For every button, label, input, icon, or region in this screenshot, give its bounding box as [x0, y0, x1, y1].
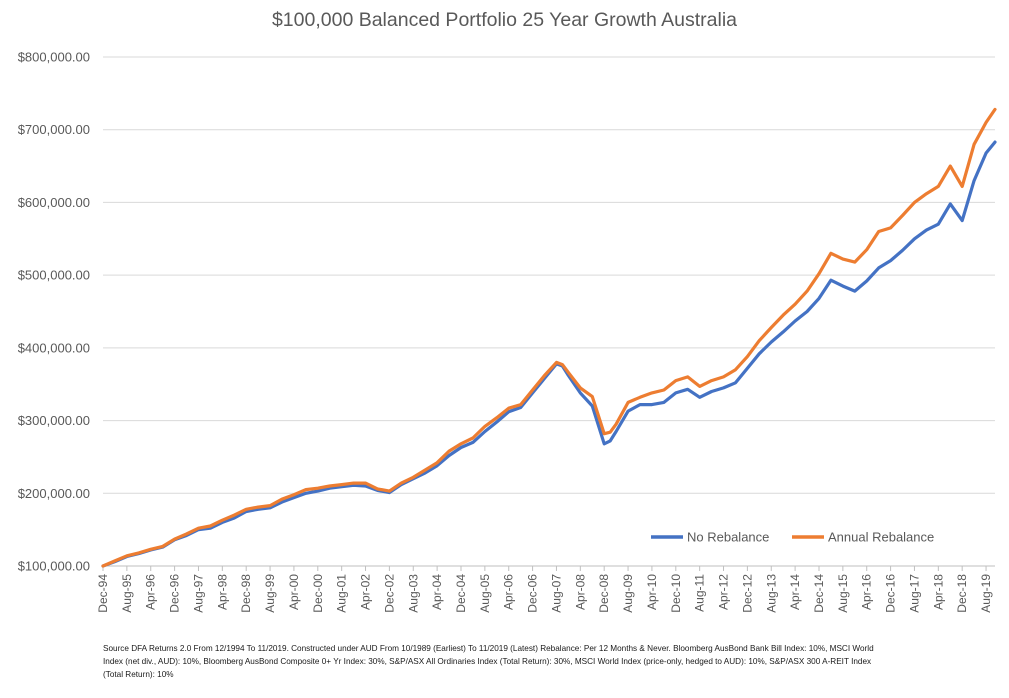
- x-tick-label: Apr-96: [144, 574, 158, 610]
- y-tick-label: $700,000.00: [18, 122, 90, 137]
- x-tick-label: Dec-12: [740, 574, 754, 613]
- x-tick-label: Aug-95: [120, 574, 134, 613]
- y-tick-label: $100,000.00: [18, 559, 90, 574]
- x-tick-label: Apr-00: [287, 574, 301, 610]
- x-tick-label: Dec-02: [382, 574, 396, 613]
- y-tick-label: $400,000.00: [18, 340, 90, 355]
- series-annual-rebalance-line: [101, 107, 997, 568]
- chart-title: $100,000 Balanced Portfolio 25 Year Grow…: [271, 9, 738, 31]
- x-tick-label: Dec-00: [311, 574, 325, 613]
- y-tick-label: $500,000.00: [18, 268, 90, 283]
- x-tick-label: Aug-19: [979, 574, 993, 613]
- x-tick-label: Apr-12: [717, 574, 731, 610]
- x-tick-label: Aug-13: [764, 574, 778, 613]
- x-tick-label: Aug-17: [907, 574, 921, 613]
- x-tick-label: Aug-09: [621, 574, 635, 613]
- x-tick-label: Aug-15: [836, 574, 850, 613]
- gridlines: [103, 56, 995, 567]
- x-tick-label: Dec-96: [168, 574, 182, 613]
- x-tick-label: Dec-10: [669, 574, 683, 613]
- x-tick-label: Apr-02: [359, 574, 373, 610]
- x-tick-label: Aug-01: [335, 574, 349, 613]
- x-tick-label: Apr-04: [430, 574, 444, 610]
- y-tick-label: $200,000.00: [18, 486, 90, 501]
- x-tick-label: Dec-94: [96, 574, 110, 613]
- y-tick-label: $800,000.00: [18, 50, 90, 65]
- x-tick-label: Aug-05: [478, 574, 492, 613]
- x-tick-label: Apr-08: [573, 574, 587, 610]
- x-tick-label: Dec-06: [526, 574, 540, 613]
- series-lines: [101, 107, 997, 568]
- x-tick-label: Dec-16: [884, 574, 898, 613]
- legend-label: Annual Rebalance: [828, 530, 934, 545]
- source-note: Source DFA Returns 2.0 From 12/1994 To 1…: [103, 644, 874, 679]
- x-tick-label: Aug-07: [549, 574, 563, 613]
- legend: No Rebalance Annual Rebalance: [651, 530, 934, 545]
- x-axis: Dec-94 Aug-95 Apr-96 Dec-96 Aug-97 Apr-98 Dec-…: [96, 566, 993, 613]
- x-tick-label: Aug-99: [263, 574, 277, 613]
- x-tick-label: Apr-98: [215, 574, 229, 610]
- y-tick-label: $300,000.00: [18, 413, 90, 428]
- x-tick-label: Dec-98: [239, 574, 253, 613]
- x-tick-label: Dec-14: [812, 574, 826, 613]
- series-no-rebalance-line: [101, 140, 997, 568]
- x-tick-label: Apr-10: [645, 574, 659, 610]
- x-tick-label: Dec-08: [597, 574, 611, 613]
- y-tick-label: $600,000.00: [18, 195, 90, 210]
- x-tick-label: Apr-18: [931, 574, 945, 610]
- legend-label: No Rebalance: [687, 530, 769, 545]
- x-tick-label: Dec-04: [454, 574, 468, 613]
- x-tick-label: Aug-03: [406, 574, 420, 613]
- x-tick-label: Apr-16: [860, 574, 874, 610]
- x-tick-label: Apr-14: [788, 574, 802, 610]
- x-tick-label: Apr-06: [502, 574, 516, 610]
- y-axis-tick-labels: $100,000.00 $200,000.00 $300,000.00 $400,00…: [18, 50, 90, 574]
- x-tick-label: Aug-11: [693, 574, 707, 612]
- x-tick-label: Dec-18: [955, 574, 969, 613]
- x-tick-label: Aug-97: [191, 574, 205, 613]
